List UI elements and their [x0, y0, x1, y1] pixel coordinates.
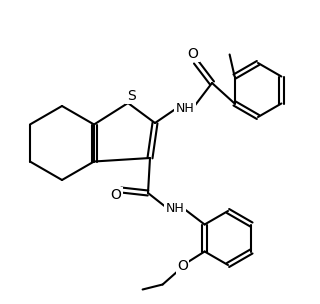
- Text: O: O: [177, 260, 188, 274]
- Text: O: O: [188, 47, 198, 61]
- Text: S: S: [127, 89, 135, 103]
- Text: O: O: [111, 188, 121, 202]
- Text: NH: NH: [166, 202, 184, 215]
- Text: NH: NH: [176, 102, 194, 115]
